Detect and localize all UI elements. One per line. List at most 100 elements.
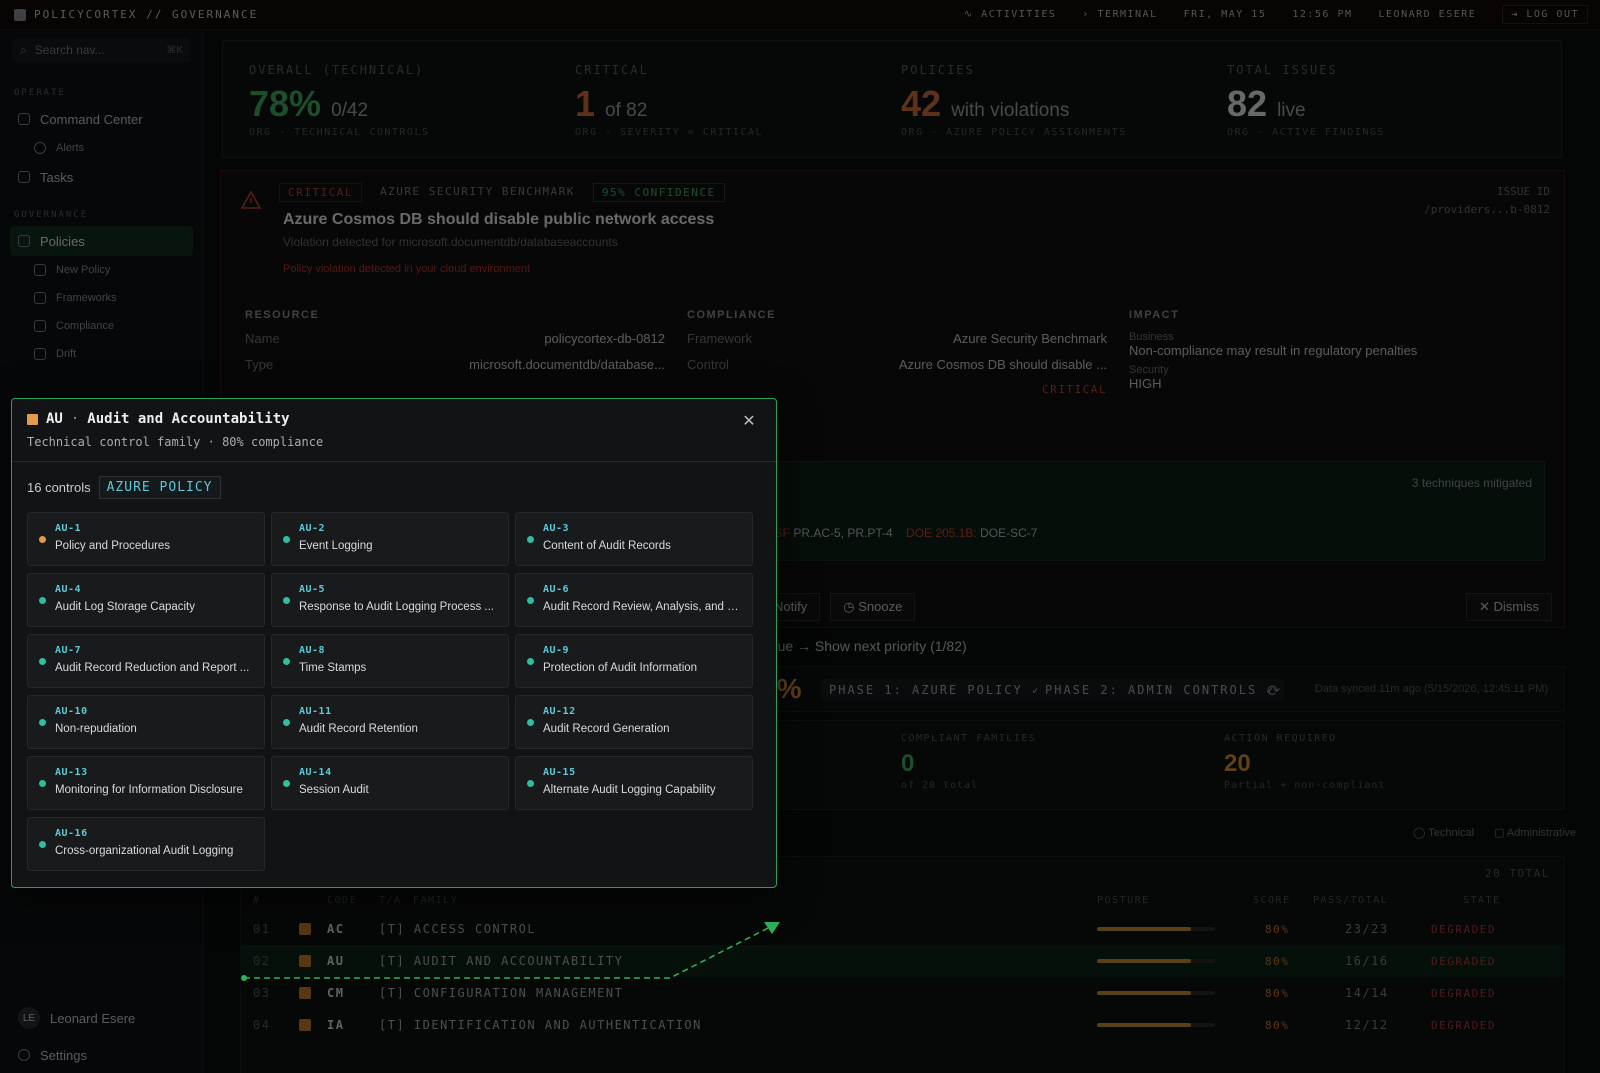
control-id: AU-9 [543,645,570,656]
terminal-link[interactable]: › TERMINAL [1082,9,1158,20]
control-id: AU-13 [55,767,88,778]
legend-technical: ◯ Technical [1413,827,1475,839]
status-dot-icon [527,780,534,787]
azure-policy-badge: AZURE POLICY [98,476,221,499]
warning-icon [241,191,261,209]
control-card[interactable]: AU-12 Audit Record Generation [515,695,753,749]
legend: ◯ Technical ▢ Administrative [1413,826,1576,839]
control-name: Time Stamps [299,662,367,674]
control-card[interactable]: AU-15 Alternate Audit Logging Capability [515,756,753,810]
status-dot-icon [283,536,290,543]
snooze-button[interactable]: ◷ Snooze [830,593,916,621]
sidebar-item-new-policy[interactable]: New Policy [0,256,203,284]
controls-meta: 16 controls AZURE POLICY [27,476,221,499]
control-id: AU-8 [299,645,326,656]
control-card[interactable]: AU-2 Event Logging [271,512,509,566]
control-card[interactable]: AU-8 Time Stamps [271,634,509,688]
control-card[interactable]: AU-9 Protection of Audit Information [515,634,753,688]
stat-compliant-families: COMPLIANT FAMILIES 0 of 20 total [901,733,1037,791]
phase-2-badge: PHASE 2: ADMIN CONTROLS ✓ [1037,679,1284,701]
control-name: Monitoring for Information Disclosure [55,784,243,796]
avatar: LE [18,1007,40,1029]
families-table: 20 TOTAL # CODE T/A FAMILY POSTURE SCORE… [240,856,1565,1073]
status-dot-icon [527,536,534,543]
refresh-icon[interactable]: ⟳ [1267,683,1281,700]
user-name-display: LEONARD ESERE [1378,9,1477,20]
sidebar-item-settings[interactable]: Settings [0,1037,204,1073]
close-icon[interactable]: ✕ [742,413,756,430]
posture-bar [1097,959,1215,963]
search-shortcut: ⌘K [166,44,183,56]
control-id: AU-4 [55,584,82,595]
table-row[interactable]: 04 IA [T] IDENTIFICATION AND AUTHENTICATI… [253,1018,1496,1032]
activity-icon [34,348,46,360]
sidebar-item-drift[interactable]: Drift [0,340,203,368]
control-id: AU-10 [55,706,88,717]
control-name: Alternate Audit Logging Capability [543,784,716,796]
family-color-swatch [27,413,38,425]
control-name: Content of Audit Records [543,540,671,552]
control-card[interactable]: AU-6 Audit Record Review, Analysis, and R… [515,573,753,627]
control-card[interactable]: AU-13 Monitoring for Information Disclosu… [27,756,265,810]
control-card[interactable]: AU-1 Policy and Procedures [27,512,265,566]
control-name: Audit Log Storage Capacity [55,601,196,613]
nav-search-input[interactable]: ⌕ Search nav... ⌘K [12,38,191,62]
control-card[interactable]: AU-14 Session Audit [271,756,509,810]
control-id: AU-11 [299,706,332,717]
control-card[interactable]: AU-5 Response to Audit Logging Process ..… [271,573,509,627]
control-card[interactable]: AU-11 Audit Record Retention [271,695,509,749]
family-swatch [299,987,311,999]
search-icon: ⌕ [20,42,27,57]
control-card[interactable]: AU-4 Audit Log Storage Capacity [27,573,265,627]
control-id: AU-12 [543,706,576,717]
status-dot-icon [527,719,534,726]
kpi-critical: CRITICAL 1 of 82 ORG · SEVERITY = CRITIC… [575,63,764,138]
status-dot-icon [39,597,46,604]
control-card[interactable]: AU-16 Cross-organizational Audit Logging [27,817,265,871]
logout-button[interactable]: ⇥ LOG OUT [1502,5,1588,24]
control-card[interactable]: AU-10 Non-repudiation [27,695,265,749]
posture-bar [1097,991,1215,995]
user-profile[interactable]: LE Leonard Esere [0,999,204,1037]
kpi-strip: OVERALL (TECHNICAL) 78% 0/42 ORG · TECHN… [222,40,1562,158]
sidebar-item-command-center[interactable]: Command Center [0,104,203,134]
home-icon [18,113,30,125]
brand-title: POLICYCORTEX // GOVERNANCE [34,8,259,21]
family-title: Audit and Accountability [87,411,290,427]
dismiss-button[interactable]: ✕ Dismiss [1465,593,1552,621]
status-dot-icon [527,658,534,665]
table-header: # CODE T/A FAMILY POSTURE SCORE PASS/TOT… [253,895,1501,906]
kpi-total-issues: TOTAL ISSUES 82 live ORG · ACTIVE FINDIN… [1227,63,1385,138]
table-row[interactable]: 03 CM [T] CONFIGURATION MANAGEMENT 80% 14/… [253,986,1496,1000]
sidebar-item-alerts[interactable]: Alerts [0,134,203,162]
table-row[interactable]: 01 AC [T] ACCESS CONTROL 80% 23/23 DEGRADED [253,922,1496,936]
status-dot-icon [39,658,46,665]
control-card[interactable]: AU-3 Content of Audit Records [515,512,753,566]
control-name: Non-repudiation [55,723,137,735]
control-id: AU-5 [299,584,326,595]
section-operate: OPERATE [14,88,66,98]
severity-badge: CRITICAL [279,183,362,202]
table-total: 20 TOTAL [1485,867,1550,880]
controls-grid: AU-1 Policy and Procedures AU-2 Event Loggi… [27,512,765,871]
sidebar-item-policies[interactable]: Policies [10,226,193,256]
control-id: AU-16 [55,828,88,839]
control-card[interactable]: AU-7 Audit Record Reduction and Report ..… [27,634,265,688]
top-bar: POLICYCORTEX // GOVERNANCE ∿ ACTIVITIES … [0,0,1600,30]
family-swatch [299,1019,311,1031]
sidebar-item-frameworks[interactable]: Frameworks [0,284,203,312]
controls-count: 16 controls [27,480,91,495]
sidebar-item-compliance[interactable]: Compliance [0,312,203,340]
posture-bar [1097,927,1215,931]
impact-section: IMPACT Business Non-compliance may resul… [1129,309,1418,391]
table-row-selected[interactable]: 02 AU [T] AUDIT AND ACCOUNTABILITY 80% 16/… [241,945,1564,977]
activities-link[interactable]: ∿ ACTIVITIES [963,9,1057,20]
control-id: AU-1 [55,523,82,534]
status-dot-icon [39,719,46,726]
family-swatch [299,923,311,935]
family-code: AU [46,411,63,427]
control-name: Policy and Procedures [55,540,171,552]
sidebar-item-tasks[interactable]: Tasks [0,162,203,192]
stat-action-required: ACTION REQUIRED 20 Partial + non-complia… [1224,733,1386,791]
posture-bar [1097,1023,1215,1027]
